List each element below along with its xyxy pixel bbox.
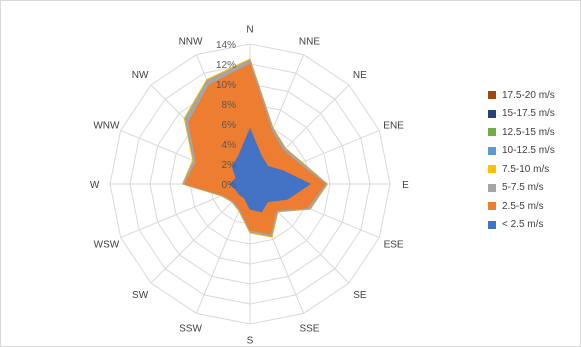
- legend-item: 7.5-10 m/s: [488, 160, 578, 179]
- direction-label-nnw: NNW: [179, 36, 203, 47]
- legend-swatch: [488, 109, 496, 118]
- radial-tick-label: 0%: [222, 180, 237, 191]
- legend-item: 12.5-15 m/s: [488, 123, 578, 142]
- radial-tick-label: 10%: [216, 80, 236, 91]
- direction-label-wnw: WNW: [93, 121, 120, 132]
- direction-labels: N NNE NE ENE E ESE SE SSE S SSW SW WSW W WNW NW NNW: [90, 25, 409, 347]
- direction-label-w: W: [90, 180, 100, 191]
- legend-item: 5-7.5 m/s: [488, 179, 578, 198]
- direction-label-ese: ESE: [384, 239, 404, 250]
- legend-label: < 2.5 m/s: [502, 219, 544, 231]
- legend-swatch: [488, 91, 496, 100]
- direction-label-ne: NE: [353, 70, 367, 81]
- radial-tick-label: 2%: [222, 160, 237, 171]
- legend-label: 12.5-15 m/s: [502, 126, 555, 138]
- legend-label: 17.5-20 m/s: [502, 89, 555, 101]
- direction-label-ssw: SSW: [179, 324, 202, 335]
- legend-label: 7.5-10 m/s: [502, 163, 550, 175]
- legend: 17.5-20 m/s 15-17.5 m/s 12.5-15 m/s 10-12.5…: [488, 86, 578, 234]
- direction-label-n: N: [246, 25, 253, 36]
- radial-tick-labels: 0% 2% 4% 6% 8% 10% 12% 14%: [216, 40, 236, 191]
- direction-label-sw: SW: [132, 290, 149, 301]
- direction-label-nne: NNE: [299, 36, 320, 47]
- legend-item: 17.5-20 m/s: [488, 86, 578, 105]
- legend-label: 5-7.5 m/s: [502, 182, 544, 194]
- legend-swatch: [488, 220, 496, 229]
- legend-swatch: [488, 146, 496, 155]
- direction-label-s: S: [247, 335, 254, 346]
- legend-swatch: [488, 202, 496, 211]
- direction-label-e: E: [402, 180, 409, 191]
- radial-tick-label: 6%: [222, 120, 237, 131]
- legend-item: < 2.5 m/s: [488, 216, 578, 235]
- legend-label: 10-12.5 m/s: [502, 145, 555, 157]
- legend-item: 15-17.5 m/s: [488, 105, 578, 124]
- radial-tick-label: 14%: [216, 40, 236, 51]
- legend-item: 2.5-5 m/s: [488, 197, 578, 216]
- direction-label-wsw: WSW: [94, 239, 120, 250]
- direction-label-se: SE: [353, 290, 367, 301]
- radial-tick-label: 12%: [216, 60, 236, 71]
- direction-label-ene: ENE: [383, 121, 404, 132]
- legend-swatch: [488, 128, 496, 137]
- legend-swatch: [488, 183, 496, 192]
- legend-item: 10-12.5 m/s: [488, 142, 578, 161]
- radial-tick-label: 8%: [222, 100, 237, 111]
- legend-label: 15-17.5 m/s: [502, 108, 555, 120]
- radial-tick-label: 4%: [222, 140, 237, 151]
- direction-label-nw: NW: [132, 70, 149, 81]
- series-layer: [182, 58, 328, 238]
- direction-label-sse: SSE: [299, 324, 319, 335]
- legend-label: 2.5-5 m/s: [502, 200, 544, 212]
- series-area-2-5-m-s: [229, 128, 311, 213]
- legend-swatch: [488, 165, 496, 174]
